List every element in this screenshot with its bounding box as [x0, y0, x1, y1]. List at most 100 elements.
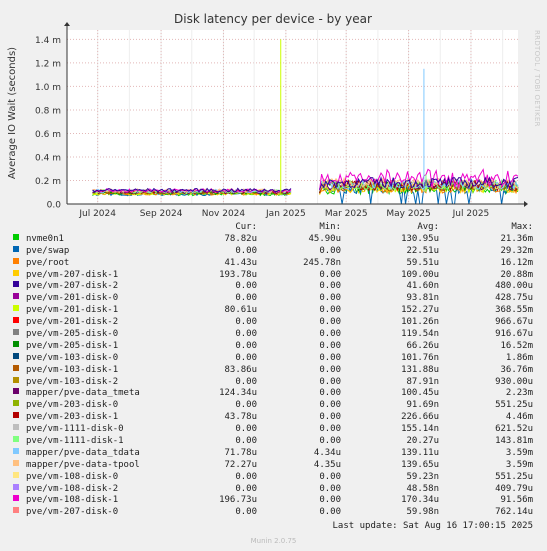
legend-cur: 41.43u	[224, 257, 257, 268]
legend-min: 45.90u	[308, 233, 341, 244]
legend-avg: 131.88u	[401, 364, 439, 375]
y-tick-label: 1.2 m	[35, 59, 61, 69]
legend-series-name: pve/vm-203-disk-0	[26, 400, 119, 411]
y-tick-label: 1.4 m	[35, 36, 61, 46]
legend-swatch	[13, 483, 19, 490]
legend-avg: 101.76n	[401, 352, 439, 363]
legend-swatch	[13, 305, 19, 312]
legend-min: 0.00	[319, 269, 341, 280]
legend-cur: 43.78u	[224, 412, 257, 423]
series-line	[319, 176, 519, 190]
legend-series-name: pve/vm-1111-disk-0	[26, 424, 124, 435]
legend-cur: 0.00	[235, 340, 257, 351]
legend-row: pve/swap 0.00 0.00 22.51u 29.32m	[0, 245, 547, 258]
legend-avg: 48.58n	[406, 483, 439, 494]
series-line	[319, 176, 519, 191]
legend-header-cur: Cur:	[235, 222, 257, 232]
legend-max: 29.32m	[500, 245, 533, 256]
series-lines	[92, 39, 519, 205]
legend-row: nvme0n1 78.82u 45.90u 130.95u 21.36m	[0, 233, 547, 246]
legend-min: 0.00	[319, 376, 341, 387]
y-axis-arrow	[64, 22, 70, 26]
legend-min: 0.00	[319, 364, 341, 375]
legend-row: mapper/pve-data-tpool 72.27u 4.35u 139.65u 3…	[0, 459, 547, 472]
legend-cur: 0.00	[235, 483, 257, 494]
chart-title: Disk latency per device - by year	[174, 12, 372, 26]
legend-cur: 78.82u	[224, 233, 257, 244]
legend-series-name: nvme0n1	[26, 233, 64, 244]
legend-row: pve/vm-103-disk-0 0.00 0.00 101.76n 1.86m	[0, 352, 547, 365]
legend-cur: 0.00	[235, 293, 257, 304]
legend-swatch	[13, 471, 19, 478]
munin-version: Munin 2.0.75	[250, 537, 297, 545]
legend-max: 480.00u	[495, 281, 533, 292]
y-tick-label: 0.2 m	[35, 177, 61, 187]
legend-avg: 226.66u	[401, 412, 439, 423]
series-line	[92, 187, 292, 193]
legend-series-name: pve/vm-108-disk-2	[26, 483, 119, 494]
legend-swatch	[13, 424, 19, 431]
last-update: Last update: Sat Aug 16 17:00:15 2025	[332, 521, 533, 531]
x-tick-label: Jul 2024	[78, 209, 116, 219]
y-tick-label: 0.4 m	[35, 153, 61, 163]
legend-avg: 41.60n	[406, 281, 439, 292]
legend-cur: 0.00	[235, 436, 257, 447]
legend-row: pve/vm-207-disk-1 193.78u 0.00 109.00u 20.88…	[0, 269, 547, 282]
legend-avg: 87.91n	[406, 376, 439, 387]
legend-cur: 72.27u	[224, 459, 257, 470]
legend-avg: 91.69n	[406, 400, 439, 411]
legend-series-name: pve/swap	[26, 245, 70, 256]
legend-cur: 0.00	[235, 507, 257, 518]
legend-cur: 0.00	[235, 352, 257, 363]
legend-series-name: pve/vm-205-disk-1	[26, 340, 119, 351]
legend-min: 0.00	[319, 495, 341, 506]
legend-max: 21.36m	[500, 233, 533, 244]
legend-cur: 83.86u	[224, 364, 257, 375]
legend-row: pve/vm-103-disk-2 0.00 0.00 87.91n 930.00u	[0, 376, 547, 389]
legend-series-name: pve/vm-108-disk-0	[26, 471, 119, 482]
legend-min: 4.34u	[313, 447, 341, 458]
legend-cur: 124.34u	[219, 388, 257, 399]
legend-cur: 0.00	[235, 400, 257, 411]
x-tick-label: Jul 2025	[452, 209, 490, 219]
x-tick-label: May 2025	[386, 209, 430, 219]
legend-swatch	[13, 436, 19, 443]
legend-cur: 80.61u	[224, 305, 257, 316]
legend-series-name: pve/vm-207-disk-2	[26, 281, 119, 292]
legend-avg: 130.95u	[401, 233, 439, 244]
legend-table: Cur: Min: Avg: Max: nvme0n1 78.82u 45.90u 1…	[0, 222, 547, 519]
legend-max: 143.81m	[495, 436, 533, 447]
legend-row: pve/vm-103-disk-1 83.86u 0.00 131.88u 36.76m	[0, 364, 547, 377]
legend-max: 36.76m	[500, 364, 533, 375]
legend-avg: 101.26n	[401, 317, 439, 328]
legend-min: 0.00	[319, 352, 341, 363]
legend-series-name: pve/vm-205-disk-0	[26, 329, 119, 340]
series-line	[319, 168, 519, 191]
legend-series-name: mapper/pve-data_tmeta	[26, 388, 140, 399]
legend-series-name: pve/vm-201-disk-0	[26, 293, 119, 304]
legend-row: pve/vm-201-disk-1 80.61u 0.00 152.27u 368.55…	[0, 305, 547, 317]
legend-swatch	[13, 293, 19, 300]
legend-header-avg: Avg:	[417, 222, 439, 232]
legend-max: 762.14u	[495, 507, 533, 518]
legend-avg: 22.51u	[406, 245, 439, 256]
legend-cur: 196.73u	[219, 495, 257, 506]
legend-max: 4.46m	[505, 412, 533, 423]
legend-max: 368.55m	[495, 305, 533, 316]
legend-swatch	[13, 412, 19, 419]
x-tick-label: Nov 2024	[202, 209, 246, 219]
legend-series-name: pve/vm-207-disk-1	[26, 269, 119, 280]
legend-swatch	[13, 364, 19, 371]
legend-avg: 93.81n	[406, 293, 439, 304]
x-tick-label: Sep 2024	[140, 209, 183, 219]
legend-rows: nvme0n1 78.82u 45.90u 130.95u 21.36m pve/swap…	[0, 233, 547, 519]
legend-swatch	[13, 507, 19, 514]
x-axis-arrow	[524, 201, 528, 207]
legend-min: 0.00	[319, 412, 341, 423]
plot-area	[67, 30, 518, 204]
legend-min: 0.00	[319, 400, 341, 411]
legend-min: 0.00	[319, 245, 341, 256]
legend-min: 0.00	[319, 293, 341, 304]
legend-series-name: pve/vm-103-disk-0	[26, 352, 119, 363]
axes: 0.0 0.2 m 0.4 m 0.6 m 0.8 m 1.0 m 1.2 m 1.4 m Ju…	[35, 22, 528, 219]
